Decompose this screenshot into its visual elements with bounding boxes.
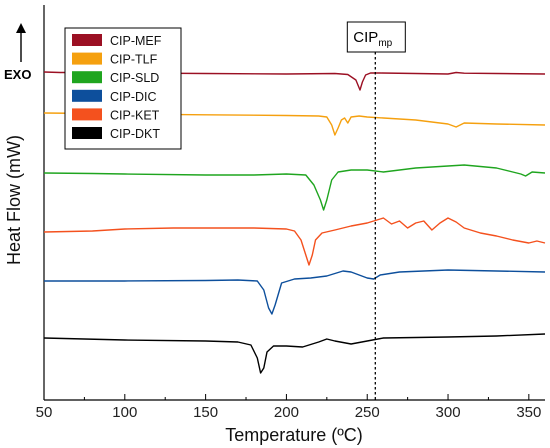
legend-swatch-cip-mef <box>72 34 102 46</box>
y-axis-title: Heat Flow (mW) <box>4 135 24 265</box>
legend-swatch-cip-sld <box>72 71 102 84</box>
legend: CIP-MEF CIP-TLF CIP-SLD CIP-DIC CIP-KET CIP-D… <box>64 27 182 150</box>
melting-point-annotation: CIPmp <box>346 21 406 400</box>
legend-items: CIP-MEF CIP-TLF CIP-SLD CIP-DIC CIP-KET CIP-D… <box>72 34 162 141</box>
series-line-cip-dic <box>44 269 546 315</box>
x-tick-label-250: 250 <box>355 404 380 421</box>
x-axis-title: Temperature (ºC) <box>225 425 363 445</box>
x-tick-label-50: 50 <box>36 404 53 421</box>
series-line-cip-dkt <box>43 333 546 374</box>
x-tick-label-350: 350 <box>516 404 541 421</box>
legend-label-cip-ket: CIP-KET <box>110 108 160 122</box>
legend-swatch-cip-tlf <box>72 52 102 65</box>
x-tick-label-200: 200 <box>274 404 299 421</box>
legend-swatch-cip-ket <box>72 108 102 121</box>
exo-indicator: EXO <box>4 23 31 82</box>
legend-label-cip-sld: CIP-SLD <box>110 71 159 85</box>
melting-point-label-box <box>346 21 406 53</box>
legend-label-cip-dic: CIP-DIC <box>110 90 157 104</box>
x-tick-label-100: 100 <box>112 404 137 421</box>
legend-swatch-cip-dic <box>72 89 102 102</box>
legend-label-cip-dkt: CIP-DKT <box>110 127 160 141</box>
x-tick-label-300: 300 <box>436 404 461 421</box>
exo-arrow-head-icon <box>16 23 26 33</box>
legend-swatch-cip-dkt <box>72 127 102 139</box>
x-axis-ticks: 50 100 150 200 250 300 350 <box>36 394 541 421</box>
legend-label-cip-tlf: CIP-TLF <box>110 53 158 67</box>
series-line-cip-ket <box>43 217 546 266</box>
melting-point-label: CIPmp <box>353 29 392 49</box>
series-line-cip-sld <box>43 164 546 211</box>
legend-label-cip-mef: CIP-MEF <box>110 34 162 48</box>
exo-label: EXO <box>4 67 31 82</box>
x-tick-label-150: 150 <box>193 404 218 421</box>
series-line-cip-tlf <box>43 112 546 136</box>
